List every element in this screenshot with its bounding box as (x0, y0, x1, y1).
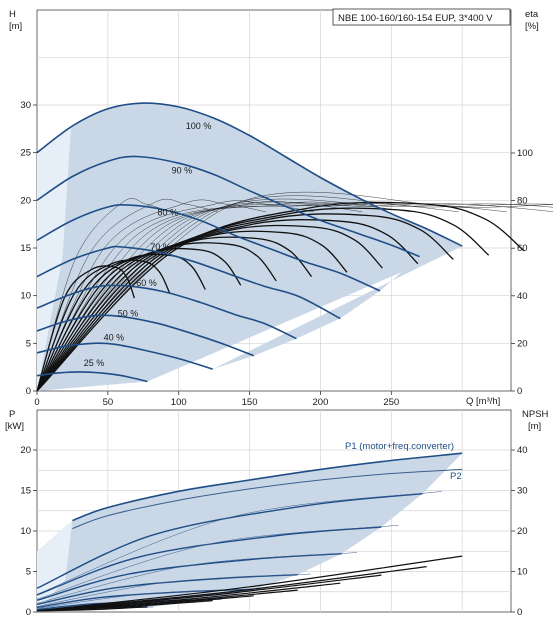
eta-tick-label: 60 (517, 243, 528, 254)
speed-power-thin-curve (36, 524, 399, 600)
p-tick-label: 0 (26, 607, 31, 618)
q-tick-label: 200 (313, 397, 329, 408)
eta-tick-label: 80 (517, 196, 528, 207)
power-range-band (37, 453, 463, 612)
q-tick-label: 100 (171, 397, 187, 408)
eta-thin-curve (36, 201, 411, 392)
eta-label: eta (525, 9, 539, 20)
h-tick-label: 5 (26, 338, 31, 349)
speed-label: 80 % (157, 208, 178, 218)
eta-thin-curve (36, 201, 553, 392)
p-tick-label: 5 (26, 567, 31, 578)
eta-curve (36, 213, 454, 392)
npsh-tick-label: 30 (517, 486, 528, 497)
eta-unit-label: [%] (525, 21, 539, 32)
eta-thin-curve (36, 198, 553, 392)
eta-tick-label: 40 (517, 291, 528, 302)
speed-label: 100 % (186, 121, 212, 131)
q-tick-label: 50 (103, 397, 114, 408)
npsh-label: NPSH (522, 409, 549, 420)
head-panel: 100 %90 %80 %70 %60 %50 %40 %25 % 0 50 100… (9, 8, 553, 408)
eta-curve (36, 207, 490, 392)
q-tick-label: 0 (34, 397, 39, 408)
title-box (332, 8, 511, 26)
p-unit-label: [kW] (5, 421, 24, 432)
speed-label: 40 % (104, 332, 125, 342)
npsh-unit-label: [m] (528, 421, 541, 432)
power-axis-ticks: 0 5 10 15 20 0 10 20 30 40 (20, 445, 527, 618)
eta-curve (36, 236, 313, 392)
speed-power-thin-curve (36, 588, 265, 609)
npsh-curves (36, 555, 463, 612)
npsh-tick-label: 0 (517, 607, 522, 618)
power-panel: 0 5 10 15 20 0 10 20 30 40 P [kW] NPSH [m] P1 (mo… (5, 409, 549, 618)
p-tick-label: 15 (20, 486, 31, 497)
speed-label: 50 % (118, 309, 139, 319)
eta-thin-curve (36, 198, 218, 392)
h-tick-label: 15 (20, 243, 31, 254)
eta-thin-curve (36, 202, 459, 392)
speed-label: 70 % (150, 242, 171, 252)
speed-label: 90 % (172, 166, 193, 176)
speed-label: 25 % (84, 358, 105, 368)
chart-title: NBE 100-160/160-154 EUP, 3*400 V (338, 13, 493, 24)
eta-curve (36, 224, 383, 392)
h-label: H (9, 9, 16, 20)
eta-thin-curve (36, 191, 553, 392)
h-tick-label: 30 (20, 100, 31, 111)
operating-range-fill (37, 103, 463, 391)
eta-tick-label: 0 (517, 386, 522, 397)
eta-curve (36, 201, 525, 392)
q-axis-label: Q [m³/h] (466, 396, 500, 407)
npsh-tick-label: 20 (517, 526, 528, 537)
npsh-curve (36, 555, 463, 612)
npsh-tick-label: 10 (517, 567, 528, 578)
head-curve-70 (36, 245, 341, 320)
power-range-fill (37, 453, 463, 612)
p1-curve (72, 452, 463, 522)
eta-thin-curve (36, 198, 170, 392)
eta-tick-label: 100 (517, 148, 533, 159)
q-tick-label: 150 (242, 397, 258, 408)
eta-tick-label: 20 (517, 338, 528, 349)
head-axis-ticks: 0 50 100 150 200 250 0 5 10 15 20 25 30 0 20 40 60 80 100 (20, 100, 532, 408)
p2-series-label: P2 (450, 471, 462, 482)
h-tick-label: 0 (26, 386, 31, 397)
eta-curve (36, 259, 171, 392)
p-tick-label: 20 (20, 445, 31, 456)
speed-power-thin-curve (36, 573, 311, 607)
head-curve-40 (36, 342, 213, 370)
head-curve-60 (36, 284, 297, 340)
q-tick-label: 250 (383, 397, 399, 408)
head-curve-80 (36, 204, 381, 292)
p1-series-label: P1 (motor+freq.converter) (345, 441, 454, 452)
speed-label: 60 % (136, 278, 157, 288)
head-curve-25 (36, 371, 148, 383)
efficiency-curves (36, 191, 553, 392)
eta-curve (36, 230, 348, 392)
eta-thin-curve (36, 201, 363, 392)
head-curve-100 (36, 102, 463, 247)
npsh-tick-label: 40 (517, 445, 528, 456)
speed-power-thin-curve (36, 552, 357, 604)
h-tick-label: 20 (20, 195, 31, 206)
h-tick-label: 10 (20, 291, 31, 302)
npsh-curve (36, 606, 148, 612)
h-unit-label: [m] (9, 21, 22, 32)
head-curve-90 (36, 155, 420, 258)
power-low-flow-zone (37, 520, 73, 612)
speed-labels: 100 % 90 % 80 % 70 % 60 % 50 % 40 % 25 % (84, 121, 212, 368)
head-curve-50 (36, 314, 255, 357)
p-label: P (9, 409, 15, 420)
eta-curve (36, 219, 419, 392)
p2-curve (72, 468, 463, 530)
head-curves (36, 102, 463, 383)
h-tick-label: 25 (20, 148, 31, 159)
power-curves (36, 452, 463, 612)
p-tick-label: 10 (20, 526, 31, 537)
speed-power-thin-curve (36, 491, 442, 595)
